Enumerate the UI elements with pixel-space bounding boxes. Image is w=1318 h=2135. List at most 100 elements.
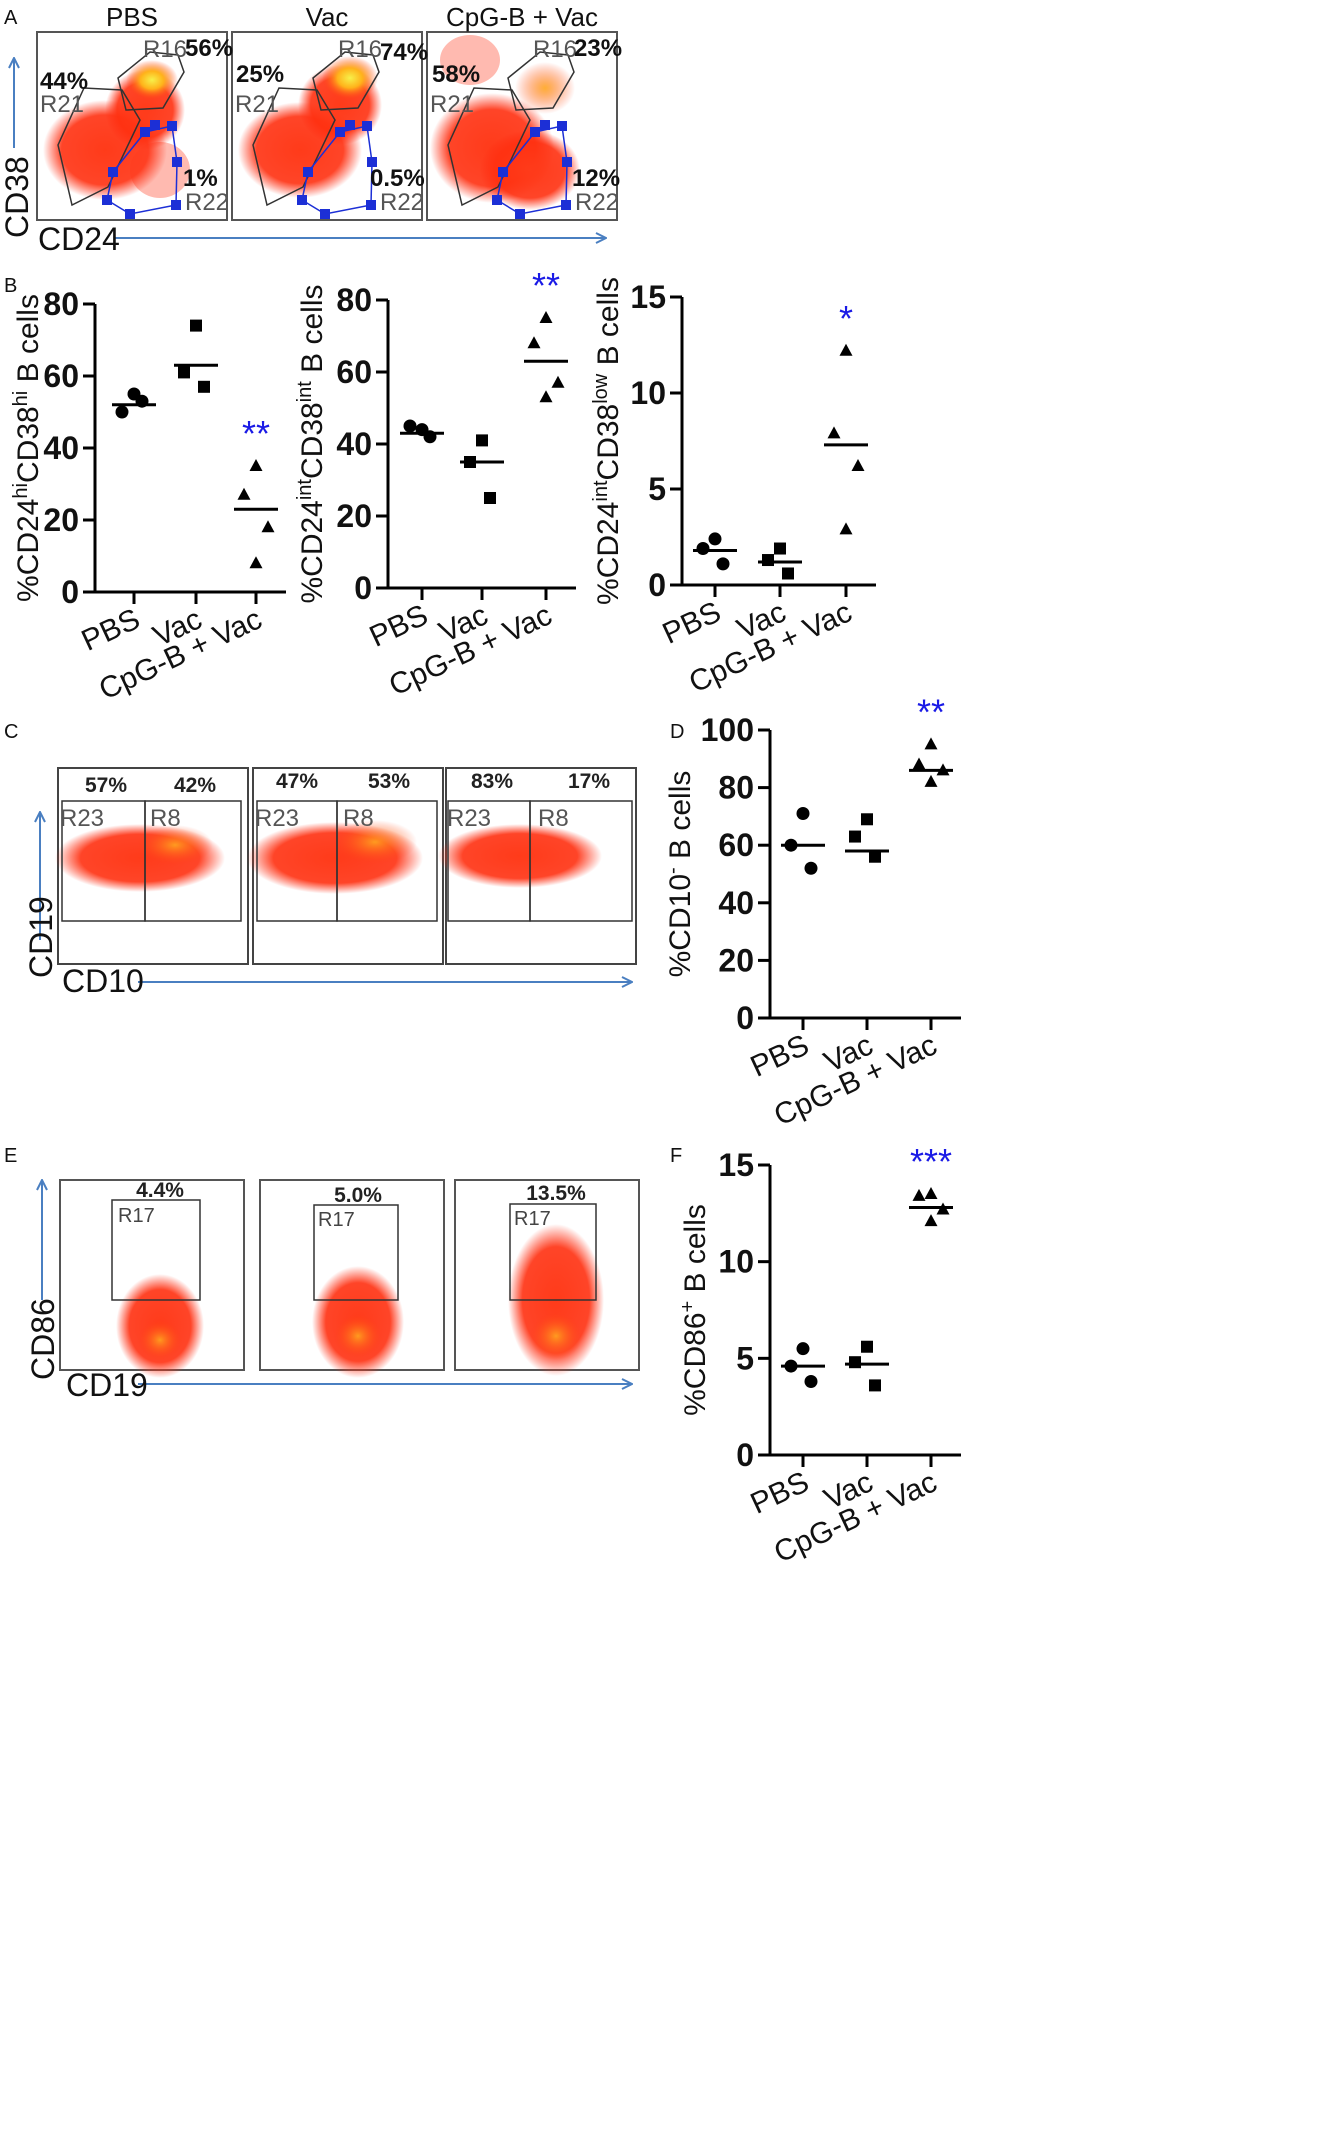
gate-percent: 83%	[471, 770, 513, 793]
data-point-square	[782, 567, 794, 580]
gate-percent: 56%	[185, 35, 233, 62]
y-tick-label: 0	[61, 574, 79, 610]
y-tick-label: 10	[630, 375, 666, 411]
data-point-circle	[696, 542, 710, 556]
flow-plot-title: PBS	[106, 2, 158, 32]
gate-percent: 74%	[380, 39, 428, 66]
data-point-triangle	[527, 336, 541, 349]
y-tick-label: 60	[336, 354, 372, 390]
y-tick-label: 80	[718, 770, 754, 806]
y-tick-label: 20	[43, 502, 79, 538]
gate-percent: 23%	[574, 35, 622, 62]
y-tick-label: 10	[718, 1244, 754, 1280]
panel-e-plots: 4.4% 5.0% 13.5% R17 R17 R17 CD86 CD19	[25, 1179, 640, 1403]
gate-label: R16	[143, 36, 187, 63]
data-point-circle	[804, 861, 818, 875]
data-point-triangle	[827, 426, 841, 439]
gate-label: R16	[338, 36, 382, 63]
y-tick-label: 5	[648, 471, 666, 507]
x-category-label: PBS	[746, 1465, 814, 1520]
x-axis-label: CD10	[62, 963, 144, 999]
gate-percent: 1%	[183, 165, 218, 192]
gate-label: R17	[514, 1208, 551, 1230]
data-point-triangle	[237, 487, 251, 500]
gate-percent: 0.5%	[370, 165, 425, 192]
y-axis-label: %CD24intCD38low B cells	[590, 277, 625, 605]
panel-c-plots: 57% 42% 47% 53% 83% 17% R23 R8 R23 R8 R2…	[23, 767, 637, 999]
density-cloud	[430, 35, 580, 210]
density-cloud	[238, 56, 382, 198]
gate-label: R21	[40, 91, 84, 118]
data-point-triangle	[912, 757, 926, 770]
data-point-circle	[796, 1342, 810, 1356]
gate-percent: 47%	[276, 770, 318, 793]
gate-percent: 12%	[572, 165, 620, 192]
density-cloud	[138, 1320, 182, 1360]
y-tick-label: 40	[718, 885, 754, 921]
significance-marker: *	[839, 298, 853, 339]
gate-label: R17	[318, 1209, 355, 1231]
flow-plot-title: CpG-B + Vac	[446, 2, 598, 32]
data-point-circle	[804, 1375, 818, 1389]
y-axis-label: CD86	[25, 1298, 61, 1380]
significance-marker: **	[917, 691, 945, 732]
data-point-triangle	[249, 459, 263, 471]
gate-label: R17	[118, 1205, 155, 1227]
density-cloud	[43, 60, 190, 200]
gate-percent: 5.0%	[334, 1184, 382, 1207]
y-tick-label: 40	[336, 426, 372, 462]
gate-label: R23	[447, 805, 491, 832]
gate-percent: 4.4%	[136, 1179, 184, 1202]
gate-label: R16	[533, 36, 577, 63]
density-cloud	[530, 1312, 582, 1360]
y-tick-label: 0	[736, 1437, 754, 1473]
significance-marker: **	[532, 265, 560, 306]
gate-label: R8	[343, 805, 374, 832]
y-axis-label: %CD24hiCD38hi B cells	[10, 294, 45, 602]
data-point-square	[762, 554, 774, 567]
gate-label: R22	[185, 189, 229, 216]
data-point-square	[198, 380, 210, 393]
data-point-triangle	[924, 774, 938, 787]
gate-percent: 53%	[368, 770, 410, 793]
gate-label: R23	[255, 805, 299, 832]
y-axis-label: CD38	[0, 156, 35, 238]
y-tick-label: 0	[354, 570, 372, 606]
density-cloud	[137, 825, 213, 865]
data-point-circle	[716, 557, 730, 571]
panel-letter-b: B	[4, 275, 17, 297]
y-tick-label: 20	[718, 942, 754, 978]
data-point-square	[476, 434, 488, 447]
x-axis-label: CD24	[38, 221, 120, 257]
data-point-circle	[403, 419, 417, 433]
data-point-square	[190, 319, 202, 332]
y-axis-label: %CD10- B cells	[662, 771, 697, 978]
density-cloud	[333, 820, 417, 864]
data-point-triangle	[924, 1187, 938, 1199]
y-tick-label: 80	[43, 286, 79, 322]
y-tick-label: 5	[736, 1340, 754, 1376]
x-axis-label: CD19	[66, 1367, 148, 1403]
gate-label: R21	[235, 91, 279, 118]
gate-percent: 42%	[174, 774, 216, 797]
data-point-triangle	[912, 1188, 926, 1201]
gate-percent: 13.5%	[526, 1182, 586, 1205]
data-point-square	[849, 1356, 861, 1369]
gate-label: R22	[380, 189, 424, 216]
gate-label: R23	[60, 805, 104, 832]
gate-label: R21	[430, 91, 474, 118]
y-axis-label: %CD86+ B cells	[677, 1204, 712, 1416]
data-point-square	[849, 830, 861, 843]
data-point-triangle	[839, 522, 853, 535]
y-tick-label: 20	[336, 498, 372, 534]
gate-percent: 58%	[432, 61, 480, 88]
y-axis-label: CD19	[23, 896, 59, 978]
data-point-square	[484, 492, 496, 504]
panel-letter-e: E	[4, 1145, 17, 1167]
gate-percent: 44%	[40, 68, 88, 95]
data-point-square	[869, 850, 881, 863]
gate-percent: 25%	[236, 61, 284, 88]
y-tick-label: 100	[701, 712, 754, 748]
y-tick-label: 0	[736, 1000, 754, 1036]
